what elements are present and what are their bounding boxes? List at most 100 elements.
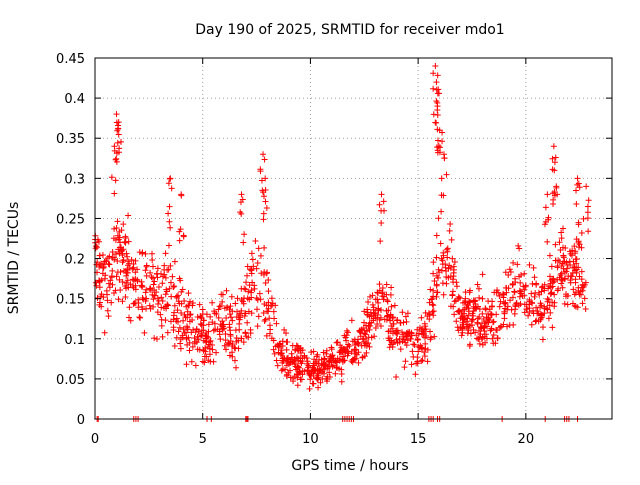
data-point [575,239,582,246]
data-point [139,294,146,301]
data-point [584,215,591,222]
data-point [178,300,185,307]
x-tick-label: 10 [302,432,319,447]
data-point [202,333,209,340]
data-point [129,265,136,272]
data-point [551,159,558,166]
data-point [186,298,193,305]
data-point [115,296,122,303]
data-point [176,275,183,282]
data-point [122,267,129,274]
data-point [227,331,234,338]
data-point [576,184,583,191]
data-point [581,295,588,302]
data-point [359,354,366,361]
data-point [189,343,196,350]
data-point [521,270,528,277]
data-point [112,251,119,258]
data-point [337,342,344,349]
data-point [421,349,428,356]
data-point [247,330,254,337]
data-point [402,339,409,346]
data-point [126,260,133,267]
data-point [282,366,289,373]
data-point [450,263,457,270]
data-point [571,291,578,298]
data-point [155,301,162,308]
data-point [375,306,382,313]
data-point [384,298,391,305]
data-point [476,327,483,334]
data-point [528,290,535,297]
data-point [430,287,437,294]
data-point [433,254,440,261]
data-point [361,342,368,349]
data-point [233,364,240,371]
data-point [489,319,496,326]
y-tick-label: 0.25 [56,212,85,227]
data-point [545,285,552,292]
data-point [476,334,483,341]
data-point [480,325,487,332]
data-point [440,151,447,158]
data-point [106,253,113,260]
data-point [414,336,421,343]
data-point [550,196,557,203]
data-point [245,334,252,341]
data-point [184,308,191,315]
data-point [476,340,483,347]
x-tick-label: 5 [199,432,207,447]
data-point [369,292,376,299]
data-point [430,85,437,92]
data-point [410,353,417,360]
data-point [273,320,280,327]
data-point [285,369,292,376]
data-point [579,300,586,307]
data-point [423,333,430,340]
grid [95,58,612,419]
data-point [356,328,363,335]
data-point [249,256,256,263]
data-point [262,198,269,205]
data-point [576,241,583,248]
data-point [343,337,350,344]
data-point [453,283,460,290]
data-point [370,310,377,317]
data-point [570,286,577,293]
data-point [511,289,518,296]
data-point [438,192,445,199]
data-point [334,339,341,346]
data-point [387,291,394,298]
data-point [349,359,356,366]
data-point [510,259,517,266]
data-point [355,359,362,366]
data-point [419,357,426,364]
data-point [265,276,272,283]
data-point [554,264,561,271]
data-point [244,263,251,270]
data-point [312,358,319,365]
data-point [547,280,554,287]
data-point [551,291,558,298]
data-point [585,228,592,235]
data-point [96,277,103,284]
data-point [455,308,462,315]
data-point [288,350,295,357]
data-point [363,328,370,335]
data-point [222,337,229,344]
data-point [346,342,353,349]
data-point [307,376,314,383]
data-point [396,339,403,346]
data-point [426,299,433,306]
data-point [171,309,178,316]
data-point [254,260,261,267]
data-point [464,315,471,322]
data-point [129,283,136,290]
data-point [271,350,278,357]
data-point [494,335,501,342]
data-point [118,227,125,234]
data-point [215,314,222,321]
data-point [269,302,276,309]
data-point [166,175,173,182]
data-point [164,329,171,336]
